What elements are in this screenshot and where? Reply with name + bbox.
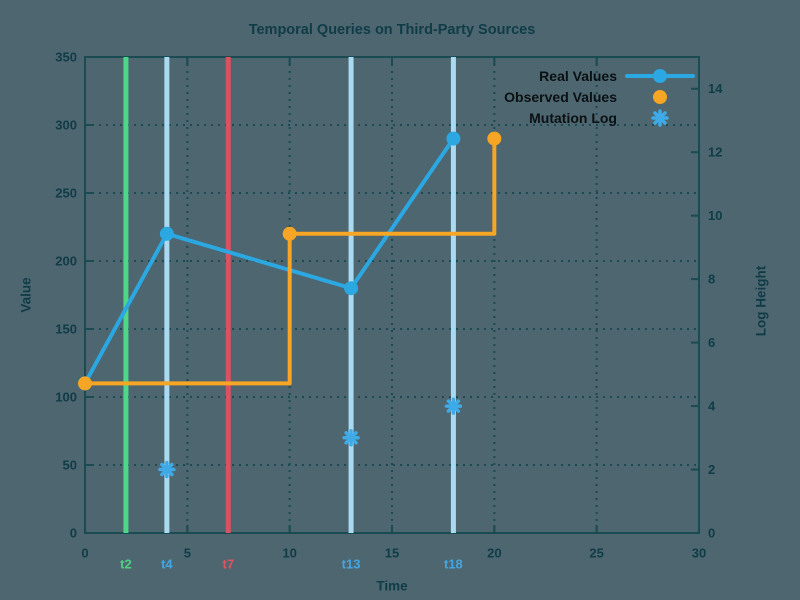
x-tick-label: 0: [81, 546, 88, 561]
y2-axis-label: Log Height: [754, 265, 769, 336]
y-tick-label: 350: [55, 50, 77, 65]
series-real-values-line: [83, 136, 456, 386]
series-observed-values-point: [282, 226, 297, 241]
series-observed-values-point: [487, 131, 502, 146]
series-real-values-point: [446, 131, 461, 146]
legend-label: Mutation Log: [529, 110, 617, 126]
y-axis-label: Value: [19, 277, 34, 313]
legend-label: Real Values: [539, 68, 617, 84]
x-tick-label: 25: [589, 546, 603, 561]
chart-title: Temporal Queries on Third-Party Sources: [249, 22, 536, 38]
legend-asterisk-sample: [651, 109, 669, 127]
y2-tick-label: 6: [708, 335, 715, 350]
y2-tick-label: 10: [708, 208, 722, 223]
event-label-t7: t7: [222, 557, 234, 572]
series-real-values-point: [344, 281, 359, 296]
x-tick-label: 20: [487, 546, 501, 561]
legend-point-sample: [653, 90, 667, 104]
x-tick-label: 30: [692, 546, 706, 561]
y2-tick-label: 14: [708, 81, 723, 96]
x-tick-label: 10: [282, 546, 296, 561]
y-tick-label: 100: [55, 390, 77, 405]
series-real-values-point: [159, 226, 174, 241]
event-label-t2: t2: [120, 557, 132, 572]
y2-tick-label: 8: [708, 272, 715, 287]
event-label-t4: t4: [161, 557, 173, 572]
y-tick-label: 150: [55, 322, 77, 337]
event-label-t13: t13: [342, 557, 361, 572]
x-tick-label: 15: [385, 546, 399, 561]
series-mutation-log-marker: [158, 460, 176, 479]
series-observed-values-point: [78, 376, 92, 391]
y2-tick-label: 2: [708, 462, 715, 477]
y-tick-label: 50: [63, 458, 77, 473]
legend-label: Observed Values: [504, 89, 617, 105]
legend-point-sample: [653, 69, 667, 83]
y-tick-label: 0: [70, 526, 77, 541]
y2-tick-label: 12: [708, 145, 722, 160]
y-tick-label: 200: [55, 254, 77, 269]
y-tick-label: 300: [55, 118, 77, 133]
y2-tick-label: 0: [708, 526, 715, 541]
series-mutation-log-marker: [444, 397, 463, 415]
y2-tick-label: 4: [708, 399, 716, 414]
x-axis-label: Time: [376, 579, 408, 594]
y-tick-label: 250: [55, 186, 77, 201]
series-mutation-log-marker: [342, 429, 360, 447]
x-tick-label: 5: [184, 546, 191, 561]
event-label-t18: t18: [444, 557, 463, 572]
